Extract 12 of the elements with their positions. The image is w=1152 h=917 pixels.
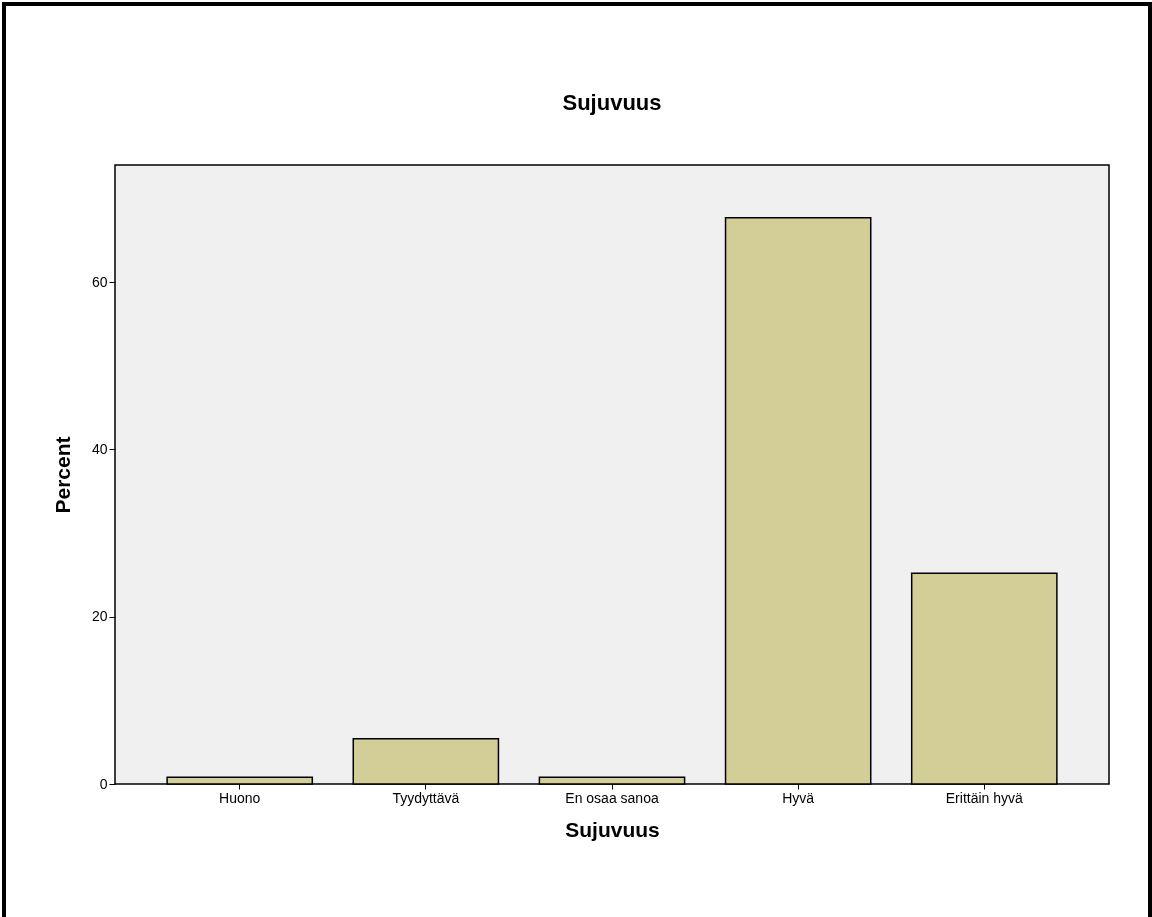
x-tick-label: Erittäin hyvä [945, 789, 1024, 806]
y-tick-label: 20 [91, 608, 108, 625]
y-tick-label: 60 [91, 273, 108, 290]
y-axis-title: Percent [50, 436, 74, 514]
x-tick-label: Hyvä [782, 789, 815, 806]
y-tick-label: 40 [91, 440, 108, 457]
x-axis-title: Sujuvuus [565, 817, 660, 841]
chart-title: Sujuvuus [562, 90, 662, 115]
x-tick-label: En osaa sanoa [565, 789, 659, 806]
x-tick-label: Tyydyttävä [392, 789, 460, 806]
y-tick-label: 0 [99, 775, 108, 792]
x-tick-label: Huono [219, 789, 261, 806]
